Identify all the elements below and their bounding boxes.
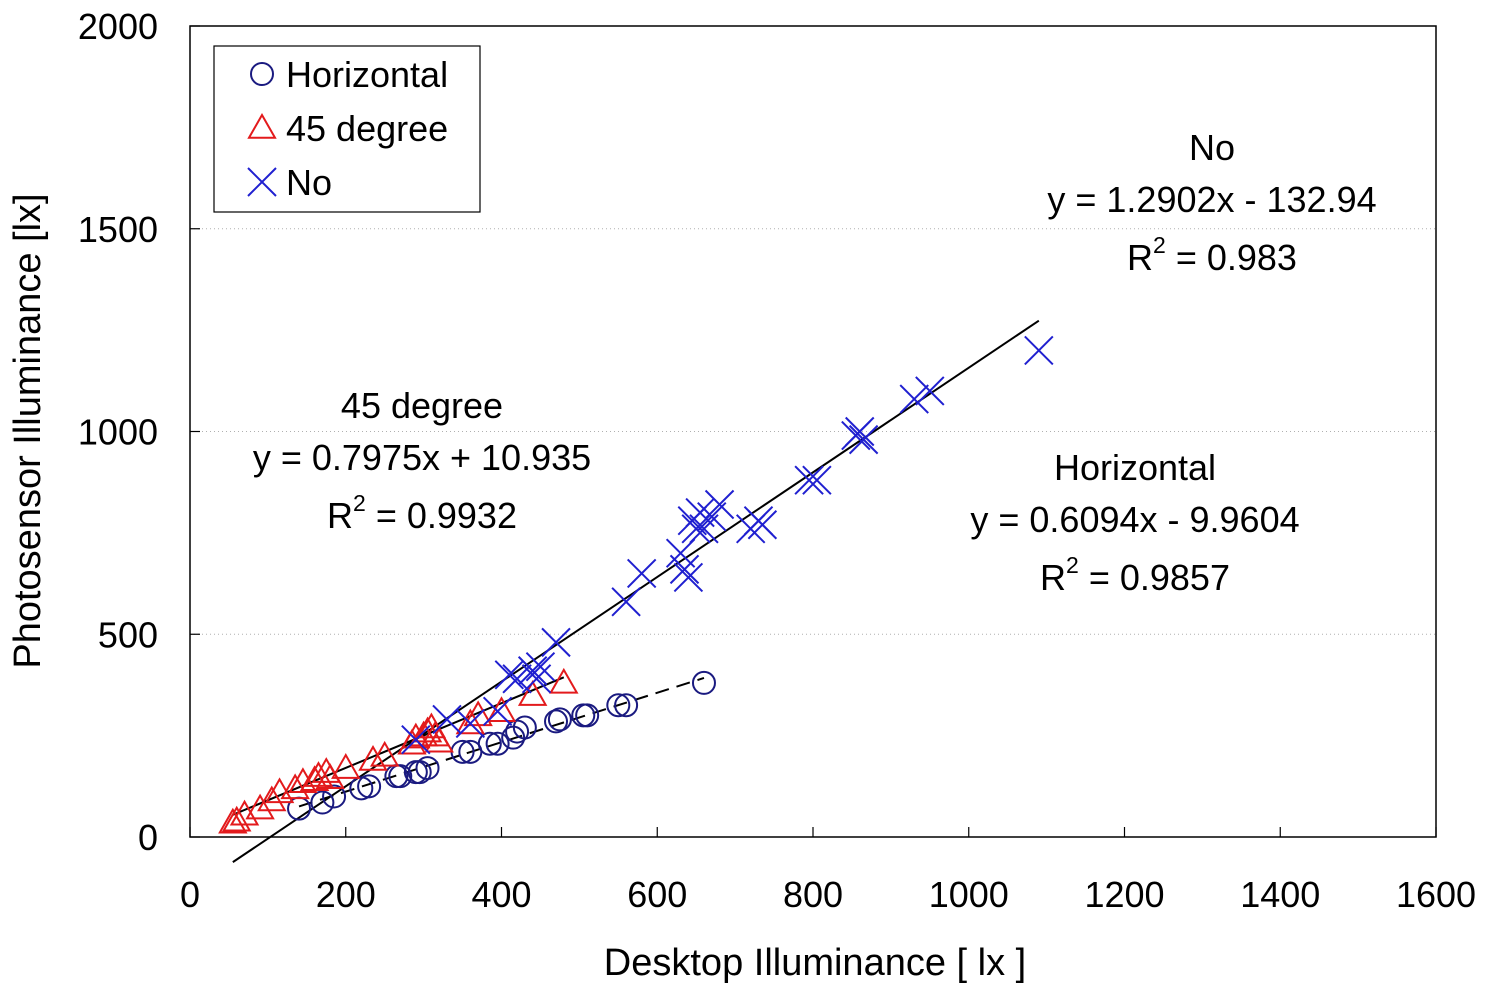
triangle-point xyxy=(358,744,388,771)
triangle-point xyxy=(299,765,330,791)
annotation-horizontal-title: Horizontal xyxy=(1054,447,1216,488)
x-point xyxy=(1024,335,1054,366)
y-tick-label: 1000 xyxy=(78,412,158,453)
x-point xyxy=(525,651,556,682)
x-point xyxy=(401,724,431,755)
x-point xyxy=(802,465,832,495)
x-tick-label: 1200 xyxy=(1084,874,1164,915)
x-point xyxy=(899,384,929,414)
triangle-point xyxy=(455,708,486,735)
legend-item-horizontal: Horizontal xyxy=(250,54,448,95)
circle-point xyxy=(544,709,569,734)
triangle-point xyxy=(315,763,345,789)
x-tick-label: 1400 xyxy=(1240,874,1320,915)
legend-label: No xyxy=(286,162,332,203)
triangle-point xyxy=(257,785,287,812)
x-tick-label: 800 xyxy=(783,874,843,915)
legend: Horizontal 45 degree No xyxy=(213,45,481,213)
x-point xyxy=(747,510,778,540)
circle-point xyxy=(485,731,510,756)
x-tick-label: 0 xyxy=(180,874,200,915)
triangle-point xyxy=(424,726,454,753)
triangle-point xyxy=(412,716,443,743)
y-axis-title: Photosensor Illuminance [lx] xyxy=(7,193,49,668)
annotation-horizontal-equation: y = 0.6094x - 9.9604 xyxy=(970,499,1299,540)
y-tick-label: 2000 xyxy=(78,6,158,47)
legend-x-icon xyxy=(247,167,277,197)
circle-point xyxy=(322,784,347,809)
x-point xyxy=(669,554,700,585)
x-point xyxy=(482,696,513,727)
triangle-point xyxy=(245,793,275,820)
triangle-point xyxy=(331,753,361,779)
data-points xyxy=(218,335,1054,834)
annotation-45-r2: R2 = 0.9932 xyxy=(327,490,517,536)
triangle-point xyxy=(280,773,310,800)
x-point xyxy=(704,489,735,520)
legend-label: 45 degree xyxy=(286,108,448,149)
circle-point xyxy=(512,715,537,740)
x-point xyxy=(794,465,824,495)
series-horizontal xyxy=(287,670,716,821)
y-tick-label: 500 xyxy=(98,614,158,655)
annotation-horizontal-r2: R2 = 0.9857 xyxy=(1040,552,1230,598)
x-point xyxy=(848,424,879,455)
x-tick-label: 1600 xyxy=(1396,874,1476,915)
circle-point xyxy=(477,731,502,756)
legend-item-no: No xyxy=(247,162,332,203)
annotation-no-title: No xyxy=(1189,127,1235,168)
x-axis-ticks: 0 200 400 600 800 1000 1200 1400 1600 xyxy=(180,827,1476,915)
series-no xyxy=(401,335,1054,755)
x-point xyxy=(665,538,696,568)
x-tick-label: 400 xyxy=(471,874,531,915)
x-tick-label: 1000 xyxy=(929,874,1009,915)
annotation-horizontal: Horizontal y = 0.6094x - 9.9604 R2 = 0.9… xyxy=(970,447,1299,598)
x-point xyxy=(673,562,704,593)
x-point xyxy=(541,627,571,658)
circle-point xyxy=(310,790,335,815)
x-point xyxy=(455,708,486,739)
legend-circle-icon xyxy=(250,62,274,86)
circle-point xyxy=(415,756,440,781)
circle-point xyxy=(357,774,382,799)
x-point xyxy=(611,587,641,617)
legend-triangle-icon xyxy=(247,112,277,139)
x-point xyxy=(915,376,945,406)
annotation-45-degree: 45 degree y = 0.7975x + 10.935 R2 = 0.99… xyxy=(253,385,591,536)
y-tick-label: 1500 xyxy=(78,209,158,250)
annotation-no-r2: R2 = 0.983 xyxy=(1127,232,1297,278)
triangle-point xyxy=(218,807,248,834)
x-tick-label: 200 xyxy=(316,874,376,915)
triangle-point xyxy=(463,700,493,727)
x-point xyxy=(685,497,715,528)
circle-point xyxy=(388,764,413,789)
annotation-45-equation: y = 0.7975x + 10.935 xyxy=(253,437,591,478)
y-tick-label: 0 xyxy=(138,817,158,858)
x-point xyxy=(517,656,548,686)
circle-point xyxy=(547,707,572,732)
legend-label: Horizontal xyxy=(286,54,448,95)
annotation-no: No y = 1.2902x - 132.94 R2 = 0.983 xyxy=(1047,127,1376,278)
x-axis-title: Desktop Illuminance [ lx ] xyxy=(604,942,1026,984)
triangle-point xyxy=(517,680,548,706)
legend-item-45-degree: 45 degree xyxy=(247,108,448,149)
annotation-no-equation: y = 1.2902x - 132.94 xyxy=(1047,179,1376,220)
x-point xyxy=(845,416,875,447)
series-45-degree xyxy=(218,667,579,834)
triangle-point xyxy=(222,805,252,832)
y-axis-ticks: 0 500 1000 1500 2000 xyxy=(78,6,200,858)
x-point xyxy=(681,514,711,544)
triangle-point xyxy=(401,722,431,749)
triangle-point xyxy=(369,740,400,767)
circle-point xyxy=(606,693,631,718)
circle-point xyxy=(691,670,716,695)
circle-point xyxy=(614,693,639,718)
x-point xyxy=(521,664,552,694)
annotation-45-title: 45 degree xyxy=(341,385,503,426)
circle-point xyxy=(575,703,600,728)
x-point xyxy=(626,558,657,589)
x-tick-label: 600 xyxy=(627,874,687,915)
triangle-point xyxy=(549,667,579,694)
